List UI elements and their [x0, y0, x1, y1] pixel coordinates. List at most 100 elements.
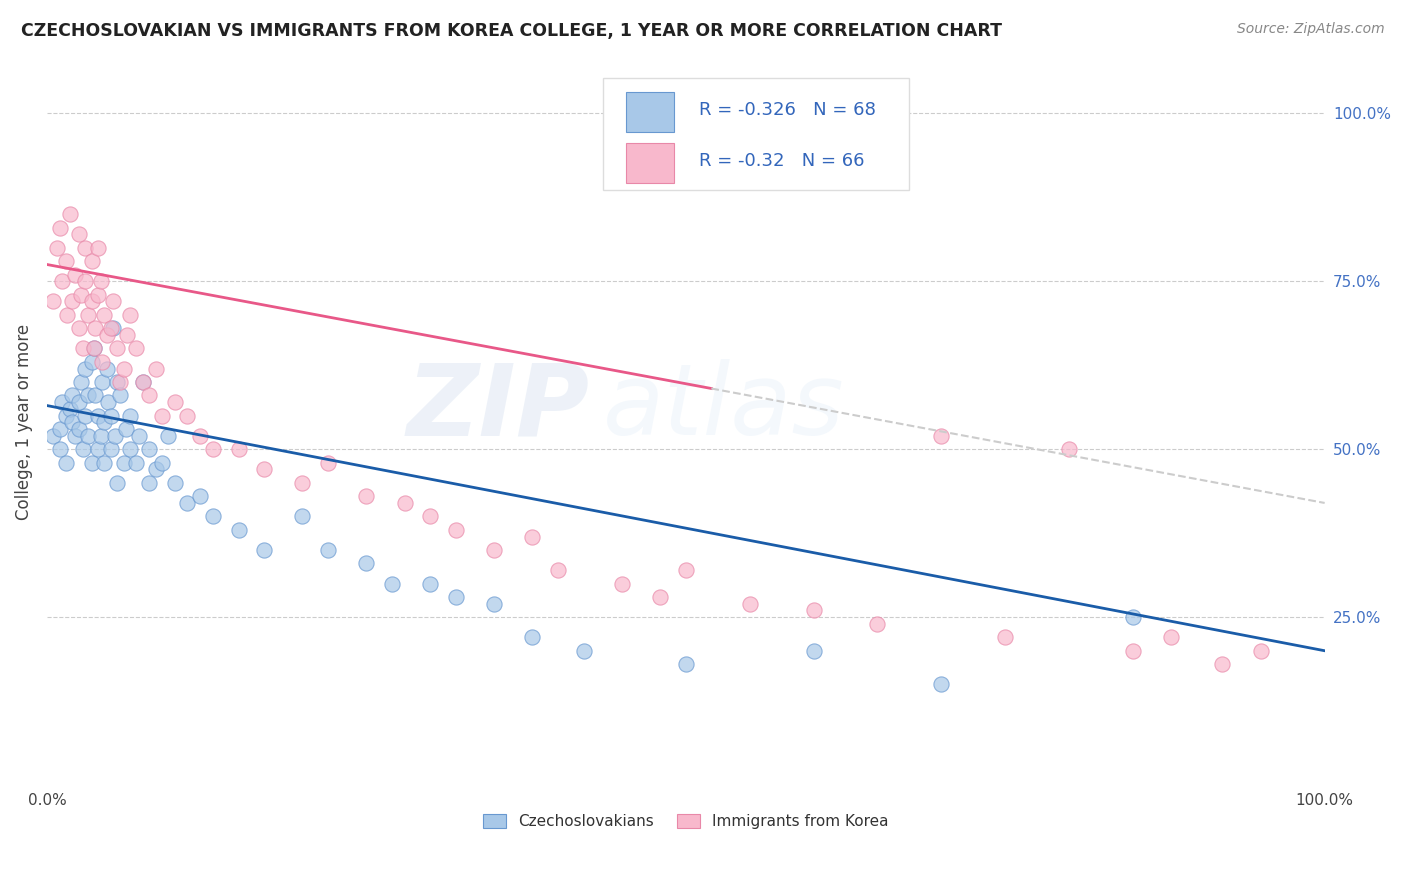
- FancyBboxPatch shape: [626, 143, 675, 183]
- Point: [93, 308, 115, 322]
- Point: [125, 342, 148, 356]
- Point: [150, 456, 173, 470]
- Point: [104, 429, 127, 443]
- Point: [96, 328, 118, 343]
- Point: [42, 294, 65, 309]
- Point: [75, 361, 97, 376]
- Point: [48, 220, 70, 235]
- Point: [201, 442, 224, 457]
- Point: [132, 375, 155, 389]
- Point: [291, 509, 314, 524]
- Point: [105, 475, 128, 490]
- Point: [291, 475, 314, 490]
- Point: [138, 388, 160, 402]
- Point: [188, 489, 211, 503]
- Point: [381, 576, 404, 591]
- Point: [67, 422, 90, 436]
- Point: [80, 355, 103, 369]
- Point: [93, 415, 115, 429]
- Point: [188, 429, 211, 443]
- Point: [55, 456, 77, 470]
- Point: [83, 342, 105, 356]
- Point: [76, 429, 98, 443]
- Point: [103, 321, 125, 335]
- Point: [176, 496, 198, 510]
- Legend: Czechoslovakians, Immigrants from Korea: Czechoslovakians, Immigrants from Korea: [477, 808, 894, 836]
- Text: atlas: atlas: [603, 359, 845, 457]
- Point: [866, 616, 889, 631]
- Text: CZECHOSLOVAKIAN VS IMMIGRANTS FROM KOREA COLLEGE, 1 YEAR OR MORE CORRELATION CHA: CZECHOSLOVAKIAN VS IMMIGRANTS FROM KOREA…: [21, 22, 1002, 40]
- Point: [90, 274, 112, 288]
- Point: [253, 462, 276, 476]
- Point: [931, 429, 953, 443]
- Point: [522, 530, 544, 544]
- Point: [80, 294, 103, 309]
- Point: [253, 543, 276, 558]
- Point: [72, 442, 94, 457]
- Point: [51, 274, 73, 288]
- Point: [62, 415, 84, 429]
- Point: [1250, 644, 1272, 658]
- Point: [67, 321, 90, 335]
- Point: [444, 523, 467, 537]
- Point: [63, 268, 86, 282]
- Point: [105, 375, 128, 389]
- Point: [70, 287, 93, 301]
- Point: [675, 563, 697, 577]
- Point: [145, 462, 167, 476]
- Point: [80, 456, 103, 470]
- Text: Source: ZipAtlas.com: Source: ZipAtlas.com: [1237, 22, 1385, 37]
- Point: [675, 657, 697, 672]
- Point: [90, 355, 112, 369]
- Point: [76, 308, 98, 322]
- Point: [650, 590, 672, 604]
- Point: [128, 429, 150, 443]
- Point: [48, 442, 70, 457]
- Point: [118, 442, 141, 457]
- Point: [522, 630, 544, 644]
- Point: [132, 375, 155, 389]
- Point: [444, 590, 467, 604]
- Point: [994, 630, 1017, 644]
- Point: [1122, 644, 1144, 658]
- Text: R = -0.32   N = 66: R = -0.32 N = 66: [699, 153, 865, 170]
- Point: [87, 409, 110, 423]
- Point: [80, 254, 103, 268]
- Point: [803, 644, 825, 658]
- Point: [138, 442, 160, 457]
- Point: [97, 395, 120, 409]
- Point: [112, 361, 135, 376]
- Point: [738, 597, 761, 611]
- Point: [118, 409, 141, 423]
- Point: [87, 287, 110, 301]
- Point: [83, 342, 105, 356]
- Point: [482, 597, 505, 611]
- Point: [56, 308, 79, 322]
- Point: [100, 409, 122, 423]
- Point: [228, 442, 250, 457]
- Point: [42, 429, 65, 443]
- Point: [1122, 610, 1144, 624]
- Point: [138, 475, 160, 490]
- Point: [46, 241, 69, 255]
- Point: [547, 563, 569, 577]
- Point: [118, 308, 141, 322]
- Point: [87, 442, 110, 457]
- Point: [105, 342, 128, 356]
- Point: [76, 388, 98, 402]
- Point: [90, 375, 112, 389]
- Point: [163, 475, 186, 490]
- Point: [1057, 442, 1080, 457]
- Point: [108, 388, 131, 402]
- Point: [51, 395, 73, 409]
- Point: [419, 509, 441, 524]
- Point: [72, 342, 94, 356]
- Point: [610, 576, 633, 591]
- FancyBboxPatch shape: [603, 78, 910, 190]
- Text: R = -0.326   N = 68: R = -0.326 N = 68: [699, 102, 876, 120]
- Point: [163, 395, 186, 409]
- Point: [48, 422, 70, 436]
- Point: [75, 274, 97, 288]
- Point: [803, 603, 825, 617]
- Point: [62, 294, 84, 309]
